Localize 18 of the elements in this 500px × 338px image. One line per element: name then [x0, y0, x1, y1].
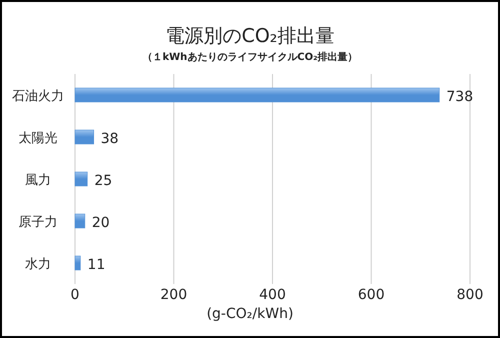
xtick: 600 [358, 287, 385, 303]
data-label: 25 [94, 173, 112, 189]
subtitle: （１kWhあたりのライフサイクルCO₂排出量） [142, 52, 358, 63]
category: 石油火力 [12, 89, 64, 104]
category: 原子力 [18, 215, 58, 230]
xlabel: (g-CO₂/kWh) [206, 306, 294, 322]
xtick: 200 [160, 287, 188, 303]
data-label: 38 [100, 131, 119, 147]
data-label: 11 [87, 257, 106, 273]
category: 太陽光 [18, 131, 58, 146]
title: 電源別のCO₂排出量 [166, 25, 334, 47]
data-label: 738 [446, 89, 474, 105]
category: 水力 [25, 257, 51, 272]
xtick: 0 [70, 287, 80, 303]
data-label: 20 [92, 215, 110, 231]
xtick: 800 [456, 287, 484, 303]
xtick: 400 [259, 287, 286, 303]
category: 風力 [25, 173, 51, 188]
